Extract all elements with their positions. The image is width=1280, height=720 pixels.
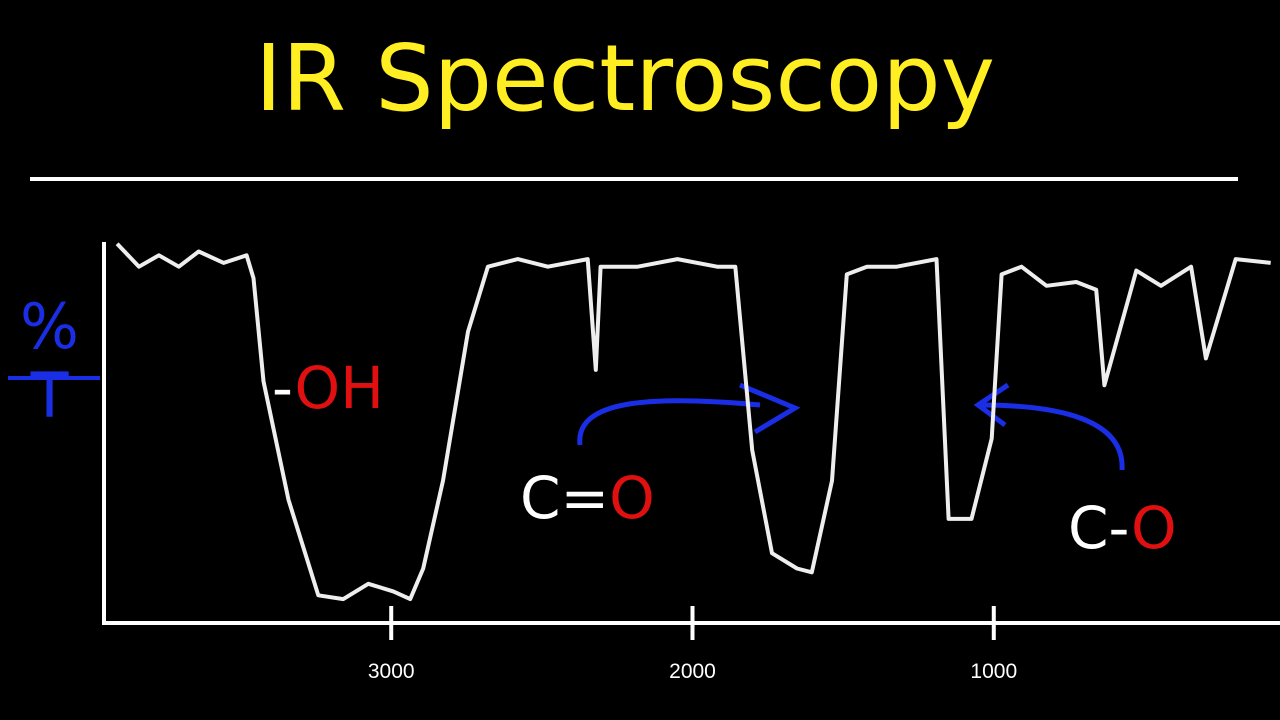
- annotation-part: O: [1131, 494, 1177, 562]
- annotation: C-O: [1068, 494, 1177, 562]
- x-tick-label: 1000: [970, 660, 1017, 683]
- annotation-part: OH: [295, 354, 384, 422]
- arrow: [979, 402, 1125, 471]
- annotation-part: -: [272, 354, 295, 422]
- annotation-part: C=: [520, 464, 609, 532]
- arrow-head: [973, 382, 1010, 428]
- spectrum-line: [115, 242, 1271, 602]
- annotation-part: O: [609, 464, 655, 532]
- annotation-part: C-: [1068, 494, 1131, 562]
- arrow-head: [739, 382, 801, 435]
- chart-title: IR Spectroscopy: [255, 25, 995, 132]
- arrow: [577, 398, 761, 446]
- annotation: C=O: [520, 464, 655, 532]
- y-label: %T: [13, 290, 86, 428]
- x-tick-label: 2000: [669, 660, 716, 683]
- x-tick-label: 3000: [368, 660, 415, 683]
- annotation: -OH: [272, 354, 384, 422]
